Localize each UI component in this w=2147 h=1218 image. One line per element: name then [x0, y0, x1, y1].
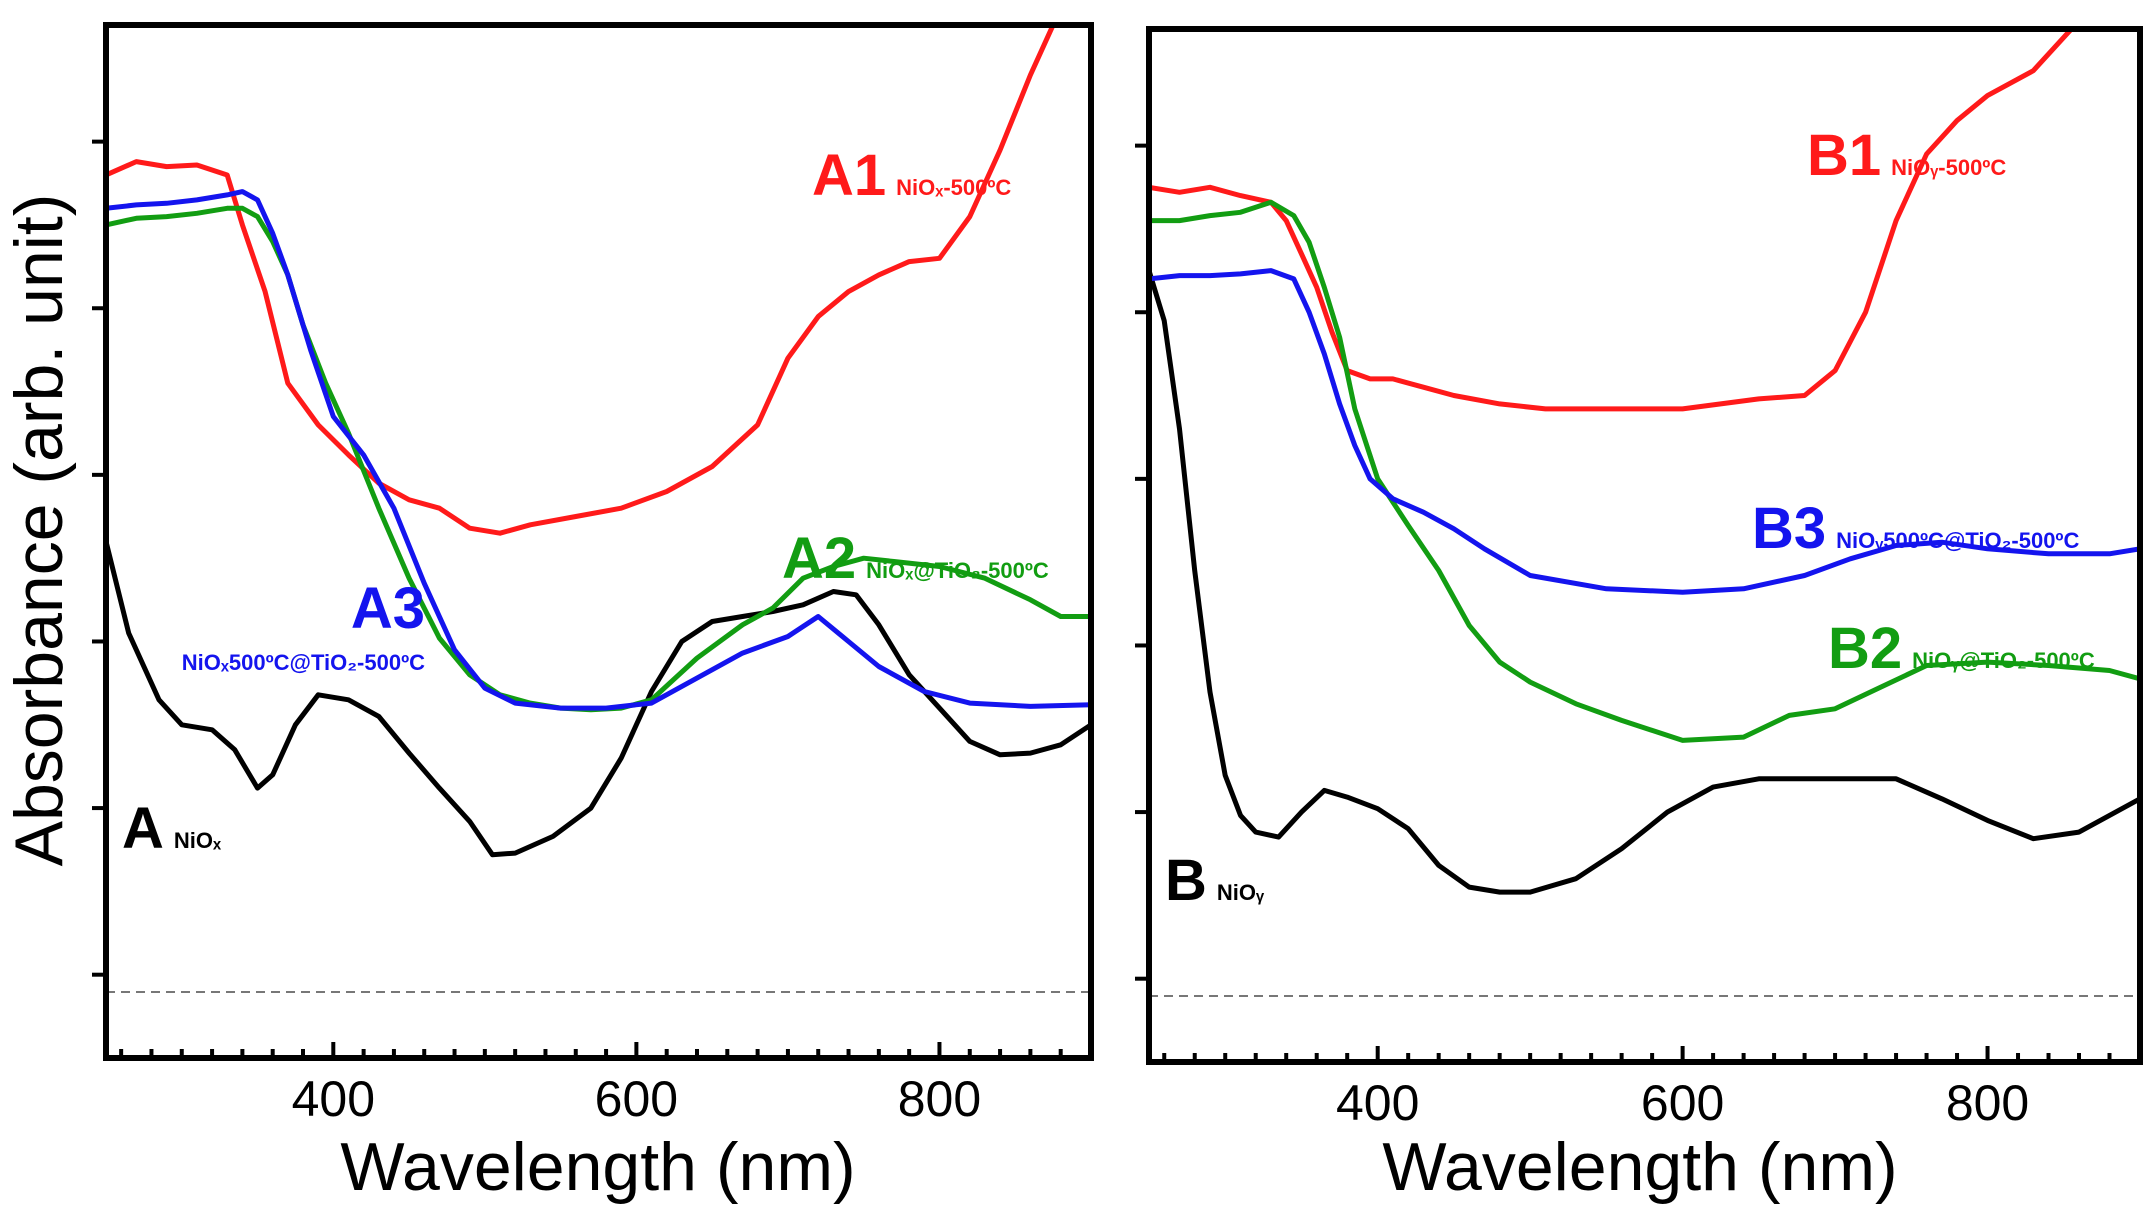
x-tick-label: 800	[1946, 1075, 2029, 1131]
label-a3: A3	[351, 576, 425, 641]
panel-a-frame	[103, 22, 1094, 1061]
panel-a: 400 600 800 A NiOₓ A1 NiOₓ-500ºC A2 NiOₓ@TiO₂-5…	[1, 22, 1094, 1205]
curve-b	[1149, 268, 2140, 895]
panel-b-labels: B NiOᵧ B1 NiOᵧ-500ºC B2 NiOᵧ@TiO₂-500ºC B3 NiOᵧ…	[1165, 123, 2095, 913]
curve-b2	[1149, 199, 2140, 743]
panel-a-curves	[106, 25, 1091, 858]
panel-b: 400 600 800 B NiOᵧ B1 NiOᵧ-500ºC B2 NiOᵧ@TiO₂-5…	[1135, 26, 2143, 1205]
panel-b-frame	[1146, 26, 2143, 1065]
x-tick-label: 400	[292, 1071, 375, 1127]
label-b1: B1 NiOᵧ-500ºC	[1807, 123, 2006, 188]
label-a3-sub: NiOₓ500ºC@TiO₂-500ºC	[182, 650, 425, 675]
curve-a	[106, 539, 1091, 858]
curve-a2	[106, 205, 1091, 713]
panel-b-curves	[1149, 29, 2140, 895]
curve-b3	[1149, 268, 2140, 595]
curve-b1	[1149, 29, 2075, 412]
x-tick-label: 400	[1336, 1075, 1419, 1131]
curve-a1	[106, 25, 1056, 536]
panel-a-ticks: 400 600 800	[92, 139, 1063, 1127]
x-tick-label: 800	[898, 1071, 981, 1127]
x-tick-label: 600	[595, 1071, 678, 1127]
label-b: B NiOᵧ	[1165, 848, 1265, 913]
curve-a3	[106, 189, 1091, 711]
panel-b-ticks: 400 600 800	[1135, 143, 2112, 1131]
panel-a-labels: A NiOₓ A1 NiOₓ-500ºC A2 NiOₓ@TiO₂-500ºC A3 NiOₓ…	[122, 143, 1049, 861]
label-a1: A1 NiOₓ-500ºC	[812, 143, 1011, 208]
label-a2: A2 NiOₓ@TiO₂-500ºC	[782, 526, 1049, 591]
label-b2: B2 NiOᵧ@TiO₂-500ºC	[1828, 616, 2095, 681]
panel-a-xlabel: Wavelength (nm)	[340, 1129, 855, 1205]
panel-b-xlabel: Wavelength (nm)	[1382, 1129, 1897, 1205]
label-b3: B3 NiOᵧ500ºC@TiO₂-500ºC	[1752, 496, 2079, 561]
label-a: A NiOₓ	[122, 796, 222, 861]
x-tick-label: 600	[1641, 1075, 1724, 1131]
panel-a-ylabel: Absorbance (arb. unit)	[1, 194, 77, 867]
